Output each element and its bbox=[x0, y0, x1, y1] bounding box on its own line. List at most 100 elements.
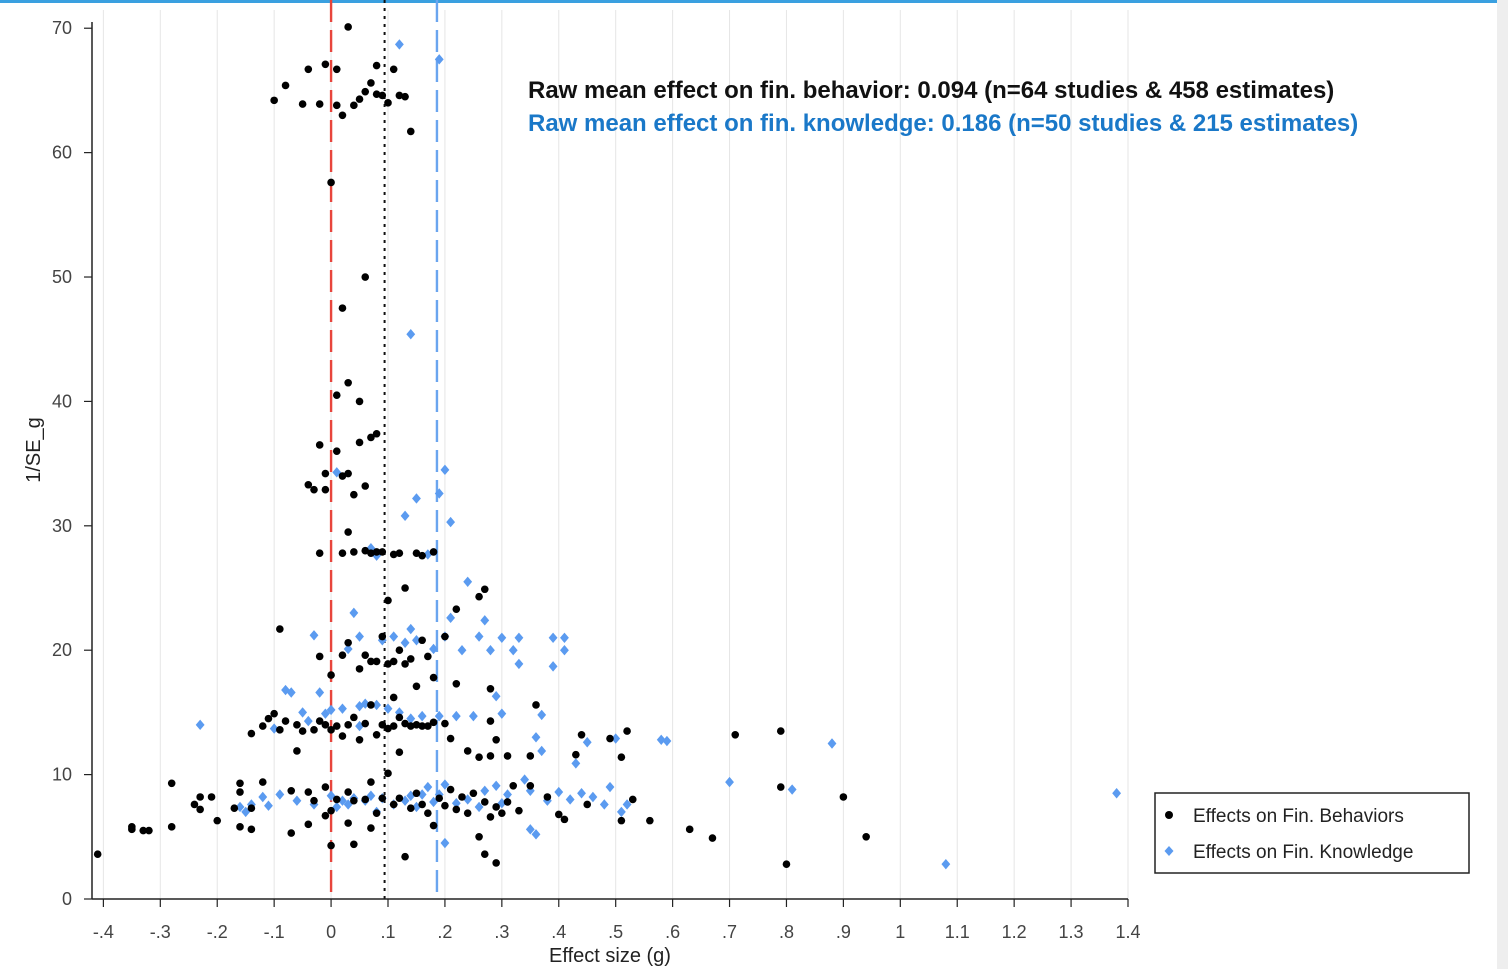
x-tick-label-18: 1.4 bbox=[1115, 922, 1140, 942]
behavior-point-204 bbox=[776, 727, 785, 735]
vertical-gridlines bbox=[102, 10, 1129, 899]
behavior-point-44 bbox=[315, 441, 324, 449]
knowledge-point-110 bbox=[611, 733, 621, 744]
behavior-point-124 bbox=[389, 65, 398, 74]
behavior-point-60 bbox=[332, 391, 341, 399]
behavior-point-162 bbox=[452, 679, 461, 688]
knowledge-point-86 bbox=[503, 789, 512, 800]
y-tick-label-3: 30 bbox=[52, 516, 72, 536]
knowledge-point-51 bbox=[412, 801, 421, 813]
behavior-point-6 bbox=[167, 779, 176, 788]
knowledge-point-1 bbox=[235, 801, 245, 813]
behavior-point-208 bbox=[862, 833, 870, 841]
behavior-point-66 bbox=[338, 472, 347, 480]
behavior-point-23 bbox=[270, 96, 278, 105]
knowledge-point-12 bbox=[303, 715, 313, 727]
behavior-point-157 bbox=[441, 719, 449, 728]
knowledge-point-93 bbox=[531, 829, 541, 840]
knowledge-point-26 bbox=[349, 607, 359, 619]
y-tick-label-0: 0 bbox=[62, 889, 72, 909]
behavior-point-188 bbox=[532, 701, 540, 709]
knowledge-point-9 bbox=[286, 687, 296, 698]
behavior-point-72 bbox=[344, 638, 352, 647]
behavior-point-69 bbox=[344, 819, 352, 827]
behavior-point-206 bbox=[782, 860, 791, 868]
x-tick-label-17: 1.3 bbox=[1059, 922, 1084, 942]
behavior-point-143 bbox=[412, 549, 421, 557]
behavior-point-196 bbox=[617, 816, 626, 825]
knowledge-point-108 bbox=[599, 799, 609, 810]
behavior-point-130 bbox=[395, 91, 404, 100]
knowledge-point-33 bbox=[366, 543, 376, 554]
behavior-point-100 bbox=[367, 433, 375, 442]
knowledge-point-7 bbox=[275, 789, 285, 800]
knowledge-point-53 bbox=[412, 493, 421, 504]
x-tick-label-8: .4 bbox=[551, 922, 566, 942]
knowledge-point-57 bbox=[423, 549, 433, 560]
knowledge-point-116 bbox=[787, 784, 797, 795]
legend-marker-knowledge bbox=[1164, 846, 1174, 856]
behavior-point-128 bbox=[395, 646, 404, 655]
y-tick-label-4: 40 bbox=[52, 391, 72, 411]
behavior-point-13 bbox=[236, 823, 244, 831]
behavior-point-158 bbox=[441, 632, 449, 641]
knowledge-point-111 bbox=[616, 806, 626, 818]
knowledge-point-112 bbox=[622, 799, 632, 810]
knowledge-point-62 bbox=[434, 488, 444, 499]
behavior-point-193 bbox=[577, 730, 586, 739]
behavior-point-47 bbox=[321, 783, 330, 791]
knowledge-point-5 bbox=[264, 800, 273, 811]
behavior-point-54 bbox=[327, 726, 335, 734]
scatter-points bbox=[93, 23, 1122, 870]
behavior-point-53 bbox=[327, 806, 335, 815]
behavior-point-94 bbox=[361, 87, 370, 96]
behavior-point-187 bbox=[526, 752, 535, 760]
behavior-point-207 bbox=[839, 793, 848, 801]
behavior-point-134 bbox=[401, 584, 409, 592]
knowledge-point-24 bbox=[343, 643, 353, 655]
behavior-point-202 bbox=[708, 834, 717, 842]
knowledge-point-49 bbox=[406, 623, 416, 635]
behavior-point-125 bbox=[395, 794, 404, 803]
knowledge-point-56 bbox=[423, 781, 433, 793]
behavior-point-22 bbox=[270, 709, 278, 718]
behavior-point-87 bbox=[355, 95, 364, 103]
behavior-point-28 bbox=[287, 829, 296, 837]
behavior-point-32 bbox=[298, 727, 307, 735]
knowledge-point-79 bbox=[480, 615, 490, 626]
behavior-point-70 bbox=[344, 788, 352, 796]
behavior-point-34 bbox=[304, 820, 313, 829]
x-tick-label-7: .3 bbox=[494, 922, 509, 942]
behavior-point-98 bbox=[367, 657, 375, 666]
behavior-point-40 bbox=[310, 485, 318, 494]
x-tick-label-4: 0 bbox=[326, 922, 336, 942]
knowledge-point-72 bbox=[457, 645, 467, 656]
knowledge-point-81 bbox=[491, 780, 501, 791]
behavior-point-65 bbox=[338, 549, 347, 557]
behavior-point-97 bbox=[367, 701, 375, 709]
behavior-point-105 bbox=[372, 548, 381, 556]
behavior-point-16 bbox=[247, 825, 256, 834]
x-tick-label-9: .5 bbox=[608, 922, 623, 942]
behavior-point-178 bbox=[492, 859, 500, 867]
y-tick-label-6: 60 bbox=[52, 143, 72, 163]
behavior-point-140 bbox=[412, 789, 421, 798]
behavior-point-135 bbox=[401, 92, 409, 101]
behavior-point-110 bbox=[378, 721, 387, 729]
behavior-point-172 bbox=[480, 798, 489, 806]
legend-label-behaviors: Effects on Fin. Behaviors bbox=[1193, 806, 1404, 827]
behavior-point-61 bbox=[332, 101, 341, 110]
behavior-point-164 bbox=[458, 793, 466, 801]
behavior-point-26 bbox=[281, 717, 290, 725]
window-edge-strip bbox=[1497, 0, 1508, 969]
behavior-point-12 bbox=[230, 804, 239, 812]
behavior-point-191 bbox=[560, 815, 569, 824]
y-axis-title: 1/SE_g bbox=[23, 417, 45, 483]
behavior-point-18 bbox=[247, 729, 256, 738]
y-tick-label-7: 70 bbox=[52, 18, 72, 38]
behavior-point-96 bbox=[367, 778, 375, 786]
behavior-point-132 bbox=[401, 719, 409, 728]
behavior-point-190 bbox=[554, 810, 563, 819]
behavior-point-24 bbox=[276, 726, 284, 734]
axes: -.4 -.3 -.2 -.1 0 .1 .2 .3 .4 .5 .6 .7 .8 .9 1 1.1 1.2 1.… bbox=[52, 18, 1141, 942]
